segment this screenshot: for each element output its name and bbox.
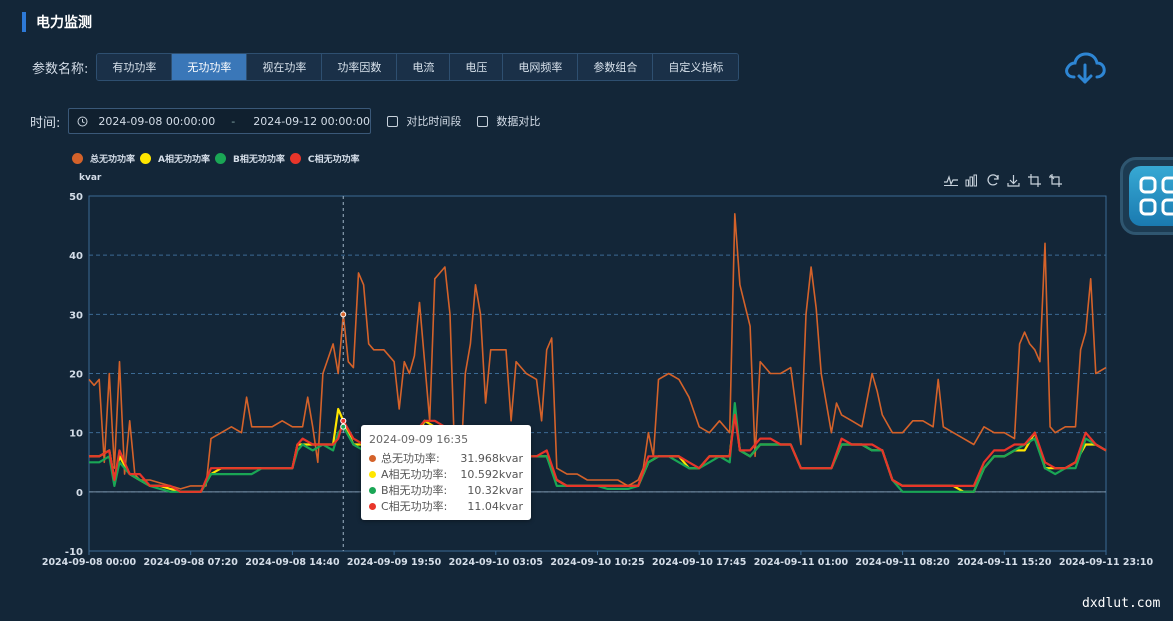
chart-legend: 总无功功率 A相无功功率 B相无功功率 C相无功功率 bbox=[72, 152, 364, 165]
tab-param-combo[interactable]: 参数组合 bbox=[578, 54, 654, 80]
tooltip-row: B相无功功率: 10.32kvar bbox=[369, 482, 523, 498]
series-line-total bbox=[88, 213, 1107, 490]
page-title: 电力监测 bbox=[36, 15, 92, 31]
x-tick-label: 2024-09-10 17:45 bbox=[652, 557, 746, 568]
legend-label: 总无功功率 bbox=[90, 155, 136, 165]
line-chart-icon[interactable] bbox=[940, 172, 961, 188]
y-tick-label: -10 bbox=[65, 547, 83, 558]
y-tick-label: 10 bbox=[69, 429, 83, 440]
y-tick-label: 0 bbox=[76, 488, 83, 499]
start-date[interactable]: 2024-09-08 00:00:00 bbox=[98, 114, 216, 128]
restore-icon[interactable] bbox=[982, 172, 1003, 188]
parameter-label: 参数名称: bbox=[32, 61, 89, 77]
date-separator: - bbox=[231, 114, 236, 128]
legend-label: B相无功功率 bbox=[232, 155, 285, 165]
x-tick-label: 2024-09-09 19:50 bbox=[347, 557, 442, 568]
tooltip-name: A相无功功率: bbox=[381, 468, 448, 481]
side-app-widget[interactable] bbox=[1120, 157, 1173, 235]
tooltip-dot bbox=[369, 502, 376, 510]
y-tick-label: 40 bbox=[69, 251, 83, 262]
legend-label: C相无功功率 bbox=[307, 155, 360, 165]
x-tick-label: 2024-09-10 10:25 bbox=[550, 557, 644, 568]
tooltip-point bbox=[340, 311, 347, 318]
x-tick-label: 2024-09-11 15:20 bbox=[957, 557, 1052, 568]
tooltip-name: 总无功功率: bbox=[381, 452, 440, 465]
legend-item-a[interactable]: A相无功功率 bbox=[140, 152, 210, 165]
title-accent-bar bbox=[22, 12, 26, 32]
tooltip-row: A相无功功率: 10.592kvar bbox=[369, 466, 523, 482]
series-line-c bbox=[89, 413, 1107, 493]
zoom-icon[interactable] bbox=[1024, 172, 1045, 188]
checkbox-box[interactable] bbox=[477, 115, 489, 127]
legend-dot bbox=[289, 153, 301, 164]
y-axis-unit: kvar bbox=[79, 173, 102, 183]
compare-data-checkbox[interactable]: 数据对比 bbox=[477, 113, 540, 129]
watermark: dxdlut.com bbox=[1082, 596, 1161, 611]
cloud-download-icon[interactable] bbox=[1064, 50, 1106, 86]
tooltip-point bbox=[340, 417, 347, 424]
tab-reactive-power[interactable]: 无功功率 bbox=[172, 54, 248, 80]
compare-period-checkbox[interactable]: 对比时间段 bbox=[387, 113, 461, 129]
tooltip-name: C相无功功率: bbox=[381, 500, 448, 513]
y-tick-label: 50 bbox=[69, 192, 83, 203]
x-tick-label: 2024-09-08 00:00 bbox=[42, 557, 137, 568]
tab-voltage[interactable]: 电压 bbox=[450, 54, 504, 80]
legend-dot bbox=[140, 153, 152, 164]
y-tick-label: 20 bbox=[69, 370, 83, 381]
x-tick-label: 2024-09-08 07:20 bbox=[144, 557, 239, 568]
tooltip-row: 总无功功率: 31.968kvar bbox=[369, 450, 523, 466]
series-line-b bbox=[89, 402, 1107, 493]
date-range-picker[interactable]: 2024-09-08 00:00:00 - 2024-09-12 00:00:0… bbox=[68, 108, 372, 134]
legend-item-c[interactable]: C相无功功率 bbox=[289, 152, 360, 165]
tooltip-title: 2024-09-09 16:35 bbox=[369, 433, 469, 446]
tooltip-dot bbox=[369, 454, 376, 462]
x-tick-label: 2024-09-10 03:05 bbox=[449, 557, 543, 568]
y-tick-label: 30 bbox=[69, 310, 83, 321]
legend-dot bbox=[214, 153, 226, 164]
x-tick-label: 2024-09-11 23:10 bbox=[1059, 557, 1154, 568]
tooltip-name: B相无功功率: bbox=[381, 484, 448, 497]
save-image-icon[interactable] bbox=[1003, 172, 1024, 188]
compare-data-label: 数据对比 bbox=[496, 115, 541, 128]
parameter-tabs: 有功功率 无功功率 视在功率 功率因数 电流 电压 电网频率 参数组合 自定义指… bbox=[96, 53, 740, 81]
time-filter: 时间: 2024-09-08 00:00:00 - 2024-09-12 00:… bbox=[30, 108, 540, 134]
legend-dot bbox=[72, 153, 83, 164]
checkbox-box[interactable] bbox=[387, 115, 399, 127]
parameter-selector: 参数名称: 有功功率 无功功率 视在功率 功率因数 电流 电压 电网频率 参数组… bbox=[32, 53, 740, 81]
legend-item-b[interactable]: B相无功功率 bbox=[214, 152, 285, 165]
bar-chart-icon[interactable] bbox=[961, 172, 982, 188]
compare-period-label: 对比时间段 bbox=[406, 115, 462, 128]
tooltip-value: 31.968kvar bbox=[460, 451, 523, 465]
tab-grid-frequency[interactable]: 电网频率 bbox=[503, 54, 579, 80]
page-header: 电力监测 bbox=[22, 12, 92, 32]
tooltip-dot bbox=[369, 470, 376, 478]
tooltip-point bbox=[340, 423, 347, 430]
x-tick-label: 2024-09-11 08:20 bbox=[855, 557, 950, 568]
chart-toolbox bbox=[940, 172, 1066, 188]
tooltip-row: C相无功功率: 11.04kvar bbox=[369, 498, 523, 514]
zoom-reset-icon[interactable] bbox=[1045, 172, 1066, 188]
tab-active-power[interactable]: 有功功率 bbox=[97, 54, 173, 80]
tab-apparent-power[interactable]: 视在功率 bbox=[247, 54, 323, 80]
tab-custom-metric[interactable]: 自定义指标 bbox=[653, 54, 739, 80]
tooltip-dot bbox=[369, 486, 376, 494]
clock-icon bbox=[77, 116, 88, 126]
tooltip-value: 11.04kvar bbox=[467, 499, 523, 513]
legend-item-total[interactable]: 总无功功率 bbox=[72, 152, 135, 165]
tooltip-value: 10.32kvar bbox=[467, 483, 523, 497]
legend-label: A相无功功率 bbox=[158, 155, 210, 165]
tooltip-value: 10.592kvar bbox=[460, 467, 523, 481]
chart-tooltip: 2024-09-09 16:35 总无功功率: 31.968kvar A相无功功… bbox=[361, 425, 531, 520]
time-label: 时间: bbox=[30, 115, 61, 131]
x-tick-label: 2024-09-11 01:00 bbox=[754, 557, 849, 568]
tab-power-factor[interactable]: 功率因数 bbox=[322, 54, 398, 80]
tab-current[interactable]: 电流 bbox=[397, 54, 451, 80]
end-date[interactable]: 2024-09-12 00:00:00 bbox=[253, 114, 371, 128]
grid-apps-icon[interactable] bbox=[1129, 166, 1173, 226]
x-tick-label: 2024-09-08 14:40 bbox=[245, 557, 340, 568]
